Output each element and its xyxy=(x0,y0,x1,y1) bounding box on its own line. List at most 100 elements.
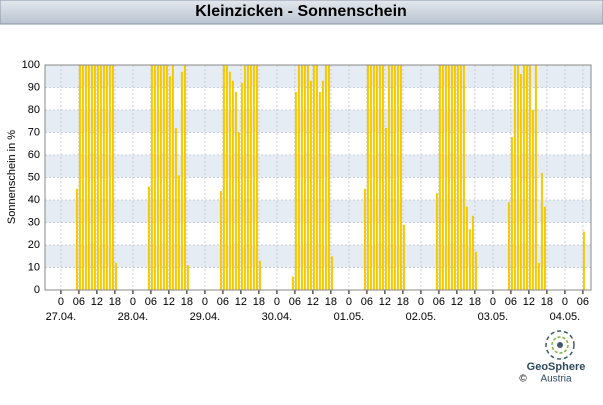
bar xyxy=(474,251,477,290)
bar xyxy=(525,65,528,290)
x-tick-label: 06 xyxy=(145,296,157,308)
bar xyxy=(327,65,330,290)
bar xyxy=(513,65,516,290)
bar xyxy=(522,65,525,290)
bar xyxy=(102,65,105,290)
x-tick-label: 18 xyxy=(397,296,409,308)
bar xyxy=(540,173,543,290)
x-tick-label: 12 xyxy=(451,296,463,308)
bar xyxy=(330,256,333,290)
bar xyxy=(252,65,255,290)
bar xyxy=(306,65,309,290)
y-tick-label: 90 xyxy=(28,81,40,93)
bar xyxy=(390,65,393,290)
x-tick-label: 06 xyxy=(577,296,589,308)
bar xyxy=(249,65,252,290)
y-tick-label: 70 xyxy=(28,126,40,138)
bar xyxy=(537,263,540,290)
bar xyxy=(246,65,249,290)
x-tick-label: 18 xyxy=(469,296,481,308)
x-tick-label: 0 xyxy=(418,296,424,308)
bar xyxy=(78,65,81,290)
x-tick-label: 06 xyxy=(361,296,373,308)
bar xyxy=(441,65,444,290)
bar xyxy=(147,186,150,290)
bar xyxy=(393,65,396,290)
y-tick-label: 30 xyxy=(28,216,40,228)
bar xyxy=(465,206,468,290)
logo-sub: Austria xyxy=(540,374,572,385)
x-tick-label: 18 xyxy=(325,296,337,308)
bar xyxy=(543,206,546,290)
y-tick-label: 50 xyxy=(28,171,40,183)
y-tick-label: 20 xyxy=(28,239,40,251)
bar xyxy=(165,65,168,290)
grid-band xyxy=(45,155,591,178)
bar xyxy=(294,92,297,290)
bar xyxy=(153,65,156,290)
bar xyxy=(444,65,447,290)
bar xyxy=(372,65,375,290)
bar xyxy=(324,65,327,290)
bar xyxy=(534,65,537,290)
bar xyxy=(75,188,78,290)
bar xyxy=(177,175,180,290)
date-label: 03.05. xyxy=(478,311,509,323)
bar xyxy=(450,65,453,290)
bar xyxy=(435,193,438,290)
date-label: 01.05. xyxy=(334,311,365,323)
bar xyxy=(234,92,237,290)
bar xyxy=(237,132,240,290)
logo-name: GeoSphere xyxy=(527,361,586,373)
x-tick-label: 0 xyxy=(346,296,352,308)
date-label: 04.05. xyxy=(550,311,581,323)
bar xyxy=(447,65,450,290)
date-label: 27.04. xyxy=(46,311,77,323)
bar xyxy=(93,65,96,290)
x-tick-label: 18 xyxy=(181,296,193,308)
bar xyxy=(402,224,405,290)
y-tick-label: 100 xyxy=(22,59,40,71)
bar xyxy=(387,65,390,290)
bar xyxy=(219,191,222,290)
bar xyxy=(105,65,108,290)
logo xyxy=(545,330,575,360)
x-tick-label: 18 xyxy=(253,296,265,308)
x-tick-label: 12 xyxy=(523,296,535,308)
bar xyxy=(291,276,294,290)
bar xyxy=(528,65,531,290)
bar xyxy=(381,65,384,290)
bar xyxy=(384,128,387,290)
x-tick-label: 18 xyxy=(109,296,121,308)
bar xyxy=(456,65,459,290)
bar xyxy=(222,65,225,290)
x-tick-label: 12 xyxy=(379,296,391,308)
x-tick-label: 12 xyxy=(91,296,103,308)
x-tick-label: 0 xyxy=(202,296,208,308)
x-tick-label: 06 xyxy=(217,296,229,308)
y-axis-label: Sonnenschein in % xyxy=(6,130,18,224)
bar xyxy=(453,65,456,290)
grid-band xyxy=(45,110,591,133)
grid-band xyxy=(45,65,591,88)
bar xyxy=(87,65,90,290)
copyright: © xyxy=(519,374,527,385)
date-label: 29.04. xyxy=(190,311,221,323)
bar xyxy=(582,231,585,290)
x-tick-label: 06 xyxy=(289,296,301,308)
x-tick-label: 0 xyxy=(562,296,568,308)
x-tick-label: 18 xyxy=(541,296,553,308)
y-tick-label: 60 xyxy=(28,149,40,161)
bar xyxy=(321,80,324,290)
bar xyxy=(468,229,471,290)
bar xyxy=(531,110,534,290)
bar xyxy=(375,65,378,290)
bar xyxy=(462,65,465,290)
bar xyxy=(228,71,231,290)
x-tick-label: 0 xyxy=(274,296,280,308)
y-tick-label: 40 xyxy=(28,194,40,206)
title-bar xyxy=(0,0,603,25)
bar xyxy=(84,65,87,290)
bar xyxy=(297,65,300,290)
